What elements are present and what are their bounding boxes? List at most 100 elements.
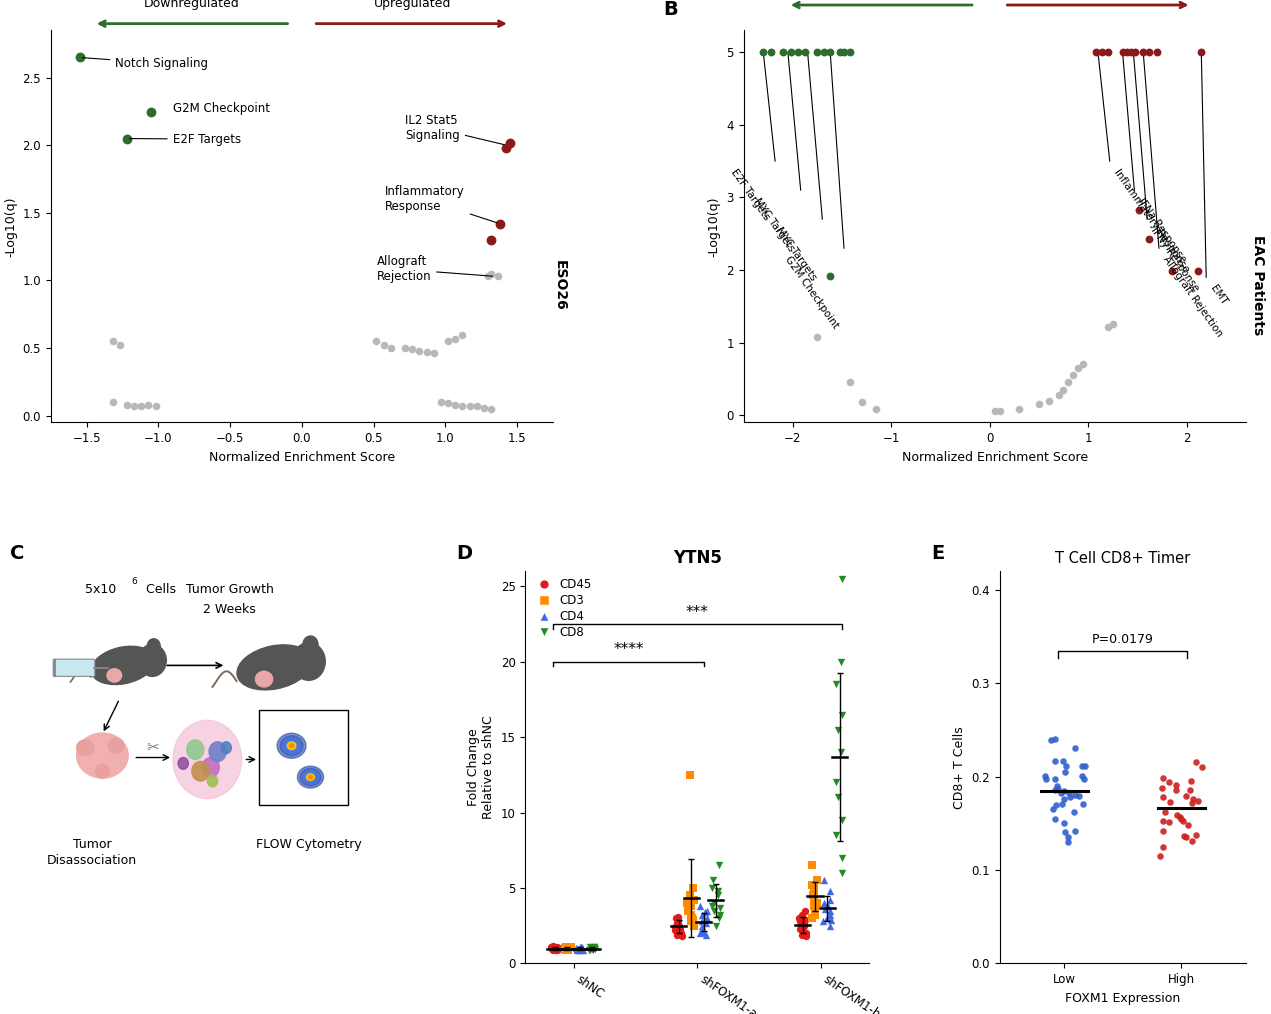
Text: EAC Patients: EAC Patients <box>1251 235 1265 336</box>
Point <box>710 907 731 923</box>
Y-axis label: -Log10(q): -Log10(q) <box>708 196 721 257</box>
Point <box>70 50 90 66</box>
Text: ****: **** <box>614 642 644 657</box>
Ellipse shape <box>277 733 306 758</box>
Point <box>1051 796 1071 812</box>
Point <box>985 404 1005 420</box>
Point <box>466 399 487 415</box>
Text: Tumor: Tumor <box>72 838 112 851</box>
Point <box>1085 44 1106 60</box>
Point <box>1028 396 1049 413</box>
Text: EMT: EMT <box>1209 283 1229 306</box>
Ellipse shape <box>285 739 299 752</box>
Point <box>1045 811 1065 827</box>
Ellipse shape <box>304 772 316 783</box>
Point <box>452 399 473 415</box>
Point <box>567 941 587 957</box>
Point <box>669 916 689 932</box>
Point <box>1060 789 1080 805</box>
X-axis label: FOXM1 Expression: FOXM1 Expression <box>1065 992 1181 1005</box>
Point <box>805 883 825 899</box>
Point <box>680 887 700 903</box>
Point <box>145 399 165 415</box>
Point <box>409 343 430 359</box>
Point <box>581 939 601 955</box>
Ellipse shape <box>290 744 294 747</box>
Point <box>794 916 815 932</box>
Point <box>697 902 717 919</box>
Circle shape <box>173 720 241 799</box>
Text: 6: 6 <box>132 577 137 586</box>
Point <box>541 939 562 955</box>
Text: G2M Checkpoint: G2M Checkpoint <box>173 101 269 115</box>
Point <box>1117 44 1138 60</box>
Point <box>1051 785 1071 801</box>
Point <box>1073 356 1093 372</box>
Point <box>830 44 850 60</box>
Point <box>702 880 722 896</box>
Point <box>829 722 849 738</box>
Point <box>709 899 730 916</box>
Point <box>1049 781 1069 797</box>
Point <box>807 44 827 60</box>
Point <box>813 895 834 912</box>
Point <box>704 895 724 912</box>
Point <box>677 895 698 912</box>
Point <box>1160 794 1181 810</box>
Point <box>754 44 774 60</box>
Point <box>1045 782 1065 798</box>
Text: Inflammatory
Response: Inflammatory Response <box>385 186 497 223</box>
Point <box>1102 316 1122 333</box>
Point <box>1171 809 1191 825</box>
Point <box>1043 800 1064 816</box>
Circle shape <box>221 742 231 753</box>
Point <box>557 939 577 955</box>
Point <box>117 396 137 413</box>
Text: ESO26: ESO26 <box>553 260 567 310</box>
Text: Inflammatory Response: Inflammatory Response <box>1112 167 1191 274</box>
Text: 2 Weeks: 2 Weeks <box>203 602 255 615</box>
Point <box>1045 797 1065 813</box>
Point <box>690 925 710 941</box>
Point <box>566 940 586 956</box>
Text: E: E <box>932 545 944 564</box>
Point <box>578 942 599 958</box>
Point <box>547 941 567 957</box>
Point <box>840 44 860 60</box>
Point <box>1179 782 1200 798</box>
Point <box>820 907 840 923</box>
Point <box>583 940 604 956</box>
Point <box>867 402 887 418</box>
Point <box>826 827 846 844</box>
Point <box>794 918 815 934</box>
Point <box>1046 778 1066 794</box>
Point <box>544 942 564 958</box>
Point <box>423 346 444 362</box>
Point <box>117 131 137 147</box>
Point <box>1064 804 1084 820</box>
Point <box>708 883 728 899</box>
Point <box>1186 754 1206 771</box>
Point <box>694 903 714 920</box>
Point <box>123 399 144 415</box>
Point <box>802 910 822 926</box>
Point <box>680 898 700 915</box>
Point <box>989 404 1009 420</box>
Point <box>1129 203 1149 219</box>
Ellipse shape <box>306 774 314 781</box>
Point <box>452 327 473 343</box>
Point <box>1186 827 1206 844</box>
Point <box>691 907 712 923</box>
Text: Allograft
Rejection: Allograft Rejection <box>376 256 493 284</box>
Point <box>1152 780 1172 796</box>
Point <box>541 940 562 956</box>
Title: T Cell CD8+ Timer: T Cell CD8+ Timer <box>1055 551 1191 566</box>
Point <box>702 898 722 915</box>
Point <box>109 338 130 354</box>
Point <box>691 921 712 937</box>
Point <box>1049 386 1069 403</box>
X-axis label: Normalized Enrichment Score: Normalized Enrichment Score <box>901 450 1088 463</box>
Point <box>794 44 815 60</box>
Text: Disassociation: Disassociation <box>47 854 137 867</box>
Text: Cells: Cells <box>142 583 175 596</box>
